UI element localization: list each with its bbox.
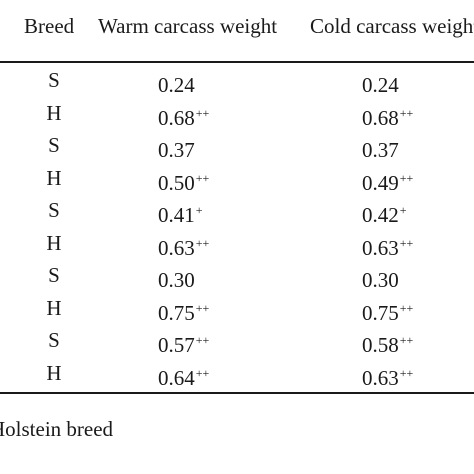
warm-significance-marker: + [195, 203, 203, 217]
warm-value: 0.64 [158, 365, 195, 390]
warm-carcass-weight-column-header: Warm carcass weight [98, 14, 278, 38]
warm-significance-marker: ++ [195, 333, 210, 347]
table-row: H 0.50++ 0.49++ [0, 163, 474, 195]
cold-significance-marker: ++ [399, 300, 414, 315]
warm-carcass-weight-cell: 0.41+ [158, 195, 203, 230]
warm-carcass-weight-cell: 0.37 [158, 130, 196, 165]
warm-value: 0.63 [158, 235, 195, 260]
warm-carcass-weight-cell: 0.68++ [158, 98, 209, 133]
warm-value: 0.57 [158, 333, 195, 357]
cold-carcass-weight-column-header: Cold carcass weight [310, 14, 474, 38]
table-row: S 0.57++ 0.58++ [0, 325, 474, 357]
breed-cell: H [46, 100, 62, 125]
cold-carcass-weight-cell: 0.58++ [362, 325, 413, 360]
cold-value: 0.58 [362, 333, 399, 357]
cold-carcass-weight-cell: 0.30 [362, 260, 400, 295]
warm-carcass-weight-cell: 0.75++ [158, 293, 209, 328]
warm-significance-marker: ++ [195, 300, 210, 315]
breed-cell: H [46, 165, 62, 190]
breed-cell: S [48, 133, 60, 157]
footnote: Holstein breed [0, 417, 114, 441]
cold-carcass-weight-cell: 0.68++ [362, 98, 413, 133]
table-header: Breed Warm carcass weight Cold carcass w… [0, 0, 474, 56]
breed-cell: H [46, 230, 62, 255]
breed-cell: H [46, 360, 62, 385]
bottom-divider [0, 392, 474, 394]
warm-carcass-weight-cell: 0.24 [158, 65, 196, 100]
cold-carcass-weight-cell: 0.63++ [362, 228, 413, 263]
cold-carcass-weight-cell: 0.75++ [362, 293, 413, 328]
cold-value: 0.30 [362, 268, 399, 292]
cold-value: 0.63 [362, 235, 399, 260]
cold-significance-marker: ++ [399, 170, 414, 185]
breed-cell: S [48, 328, 60, 352]
warm-carcass-weight-cell: 0.30 [158, 260, 196, 295]
warm-carcass-weight-cell: 0.57++ [158, 325, 209, 360]
header-divider [0, 61, 474, 63]
breed-column-header: Breed [24, 14, 75, 38]
breed-cell: S [48, 68, 60, 92]
cold-significance-marker: ++ [399, 365, 414, 380]
table-row: H 0.63++ 0.63++ [0, 228, 474, 260]
cold-value: 0.37 [362, 138, 399, 162]
warm-carcass-weight-cell: 0.64++ [158, 358, 209, 393]
warm-value: 0.37 [158, 138, 195, 162]
cold-significance-marker: ++ [399, 235, 414, 250]
cold-significance-marker: + [399, 203, 407, 217]
warm-value: 0.68 [158, 105, 195, 130]
cold-carcass-weight-cell: 0.49++ [362, 163, 413, 198]
warm-value: 0.30 [158, 268, 195, 292]
cold-carcass-weight-cell: 0.42+ [362, 195, 407, 230]
warm-significance-marker: ++ [195, 105, 210, 120]
cold-value: 0.49 [362, 170, 399, 195]
warm-significance-marker: ++ [195, 170, 210, 185]
cold-carcass-weight-cell: 0.63++ [362, 358, 413, 393]
breed-cell: S [48, 263, 60, 287]
table-row: H 0.64++ 0.63++ [0, 358, 474, 390]
table-row: S 0.41+ 0.42+ [0, 195, 474, 227]
cold-carcass-weight-cell: 0.37 [362, 130, 400, 165]
cold-value: 0.63 [362, 365, 399, 390]
table-row: S 0.37 0.37 [0, 130, 474, 162]
warm-value: 0.50 [158, 170, 195, 195]
table-row: S 0.24 0.24 [0, 65, 474, 97]
cold-value: 0.68 [362, 105, 399, 130]
cold-value: 0.42 [362, 203, 399, 227]
table-row: S 0.30 0.30 [0, 260, 474, 292]
warm-carcass-weight-cell: 0.63++ [158, 228, 209, 263]
warm-carcass-weight-cell: 0.50++ [158, 163, 209, 198]
warm-significance-marker: ++ [195, 235, 210, 250]
warm-value: 0.24 [158, 73, 195, 97]
cold-value: 0.24 [362, 73, 399, 97]
table-row: H 0.68++ 0.68++ [0, 98, 474, 130]
warm-value: 0.41 [158, 203, 195, 227]
breed-cell: S [48, 198, 60, 222]
table-row: H 0.75++ 0.75++ [0, 293, 474, 325]
cold-value: 0.75 [362, 300, 399, 325]
cold-significance-marker: ++ [399, 105, 414, 120]
cold-significance-marker: ++ [399, 333, 414, 347]
cold-carcass-weight-cell: 0.24 [362, 65, 400, 100]
warm-significance-marker: ++ [195, 365, 210, 380]
warm-value: 0.75 [158, 300, 195, 325]
breed-cell: H [46, 295, 62, 320]
